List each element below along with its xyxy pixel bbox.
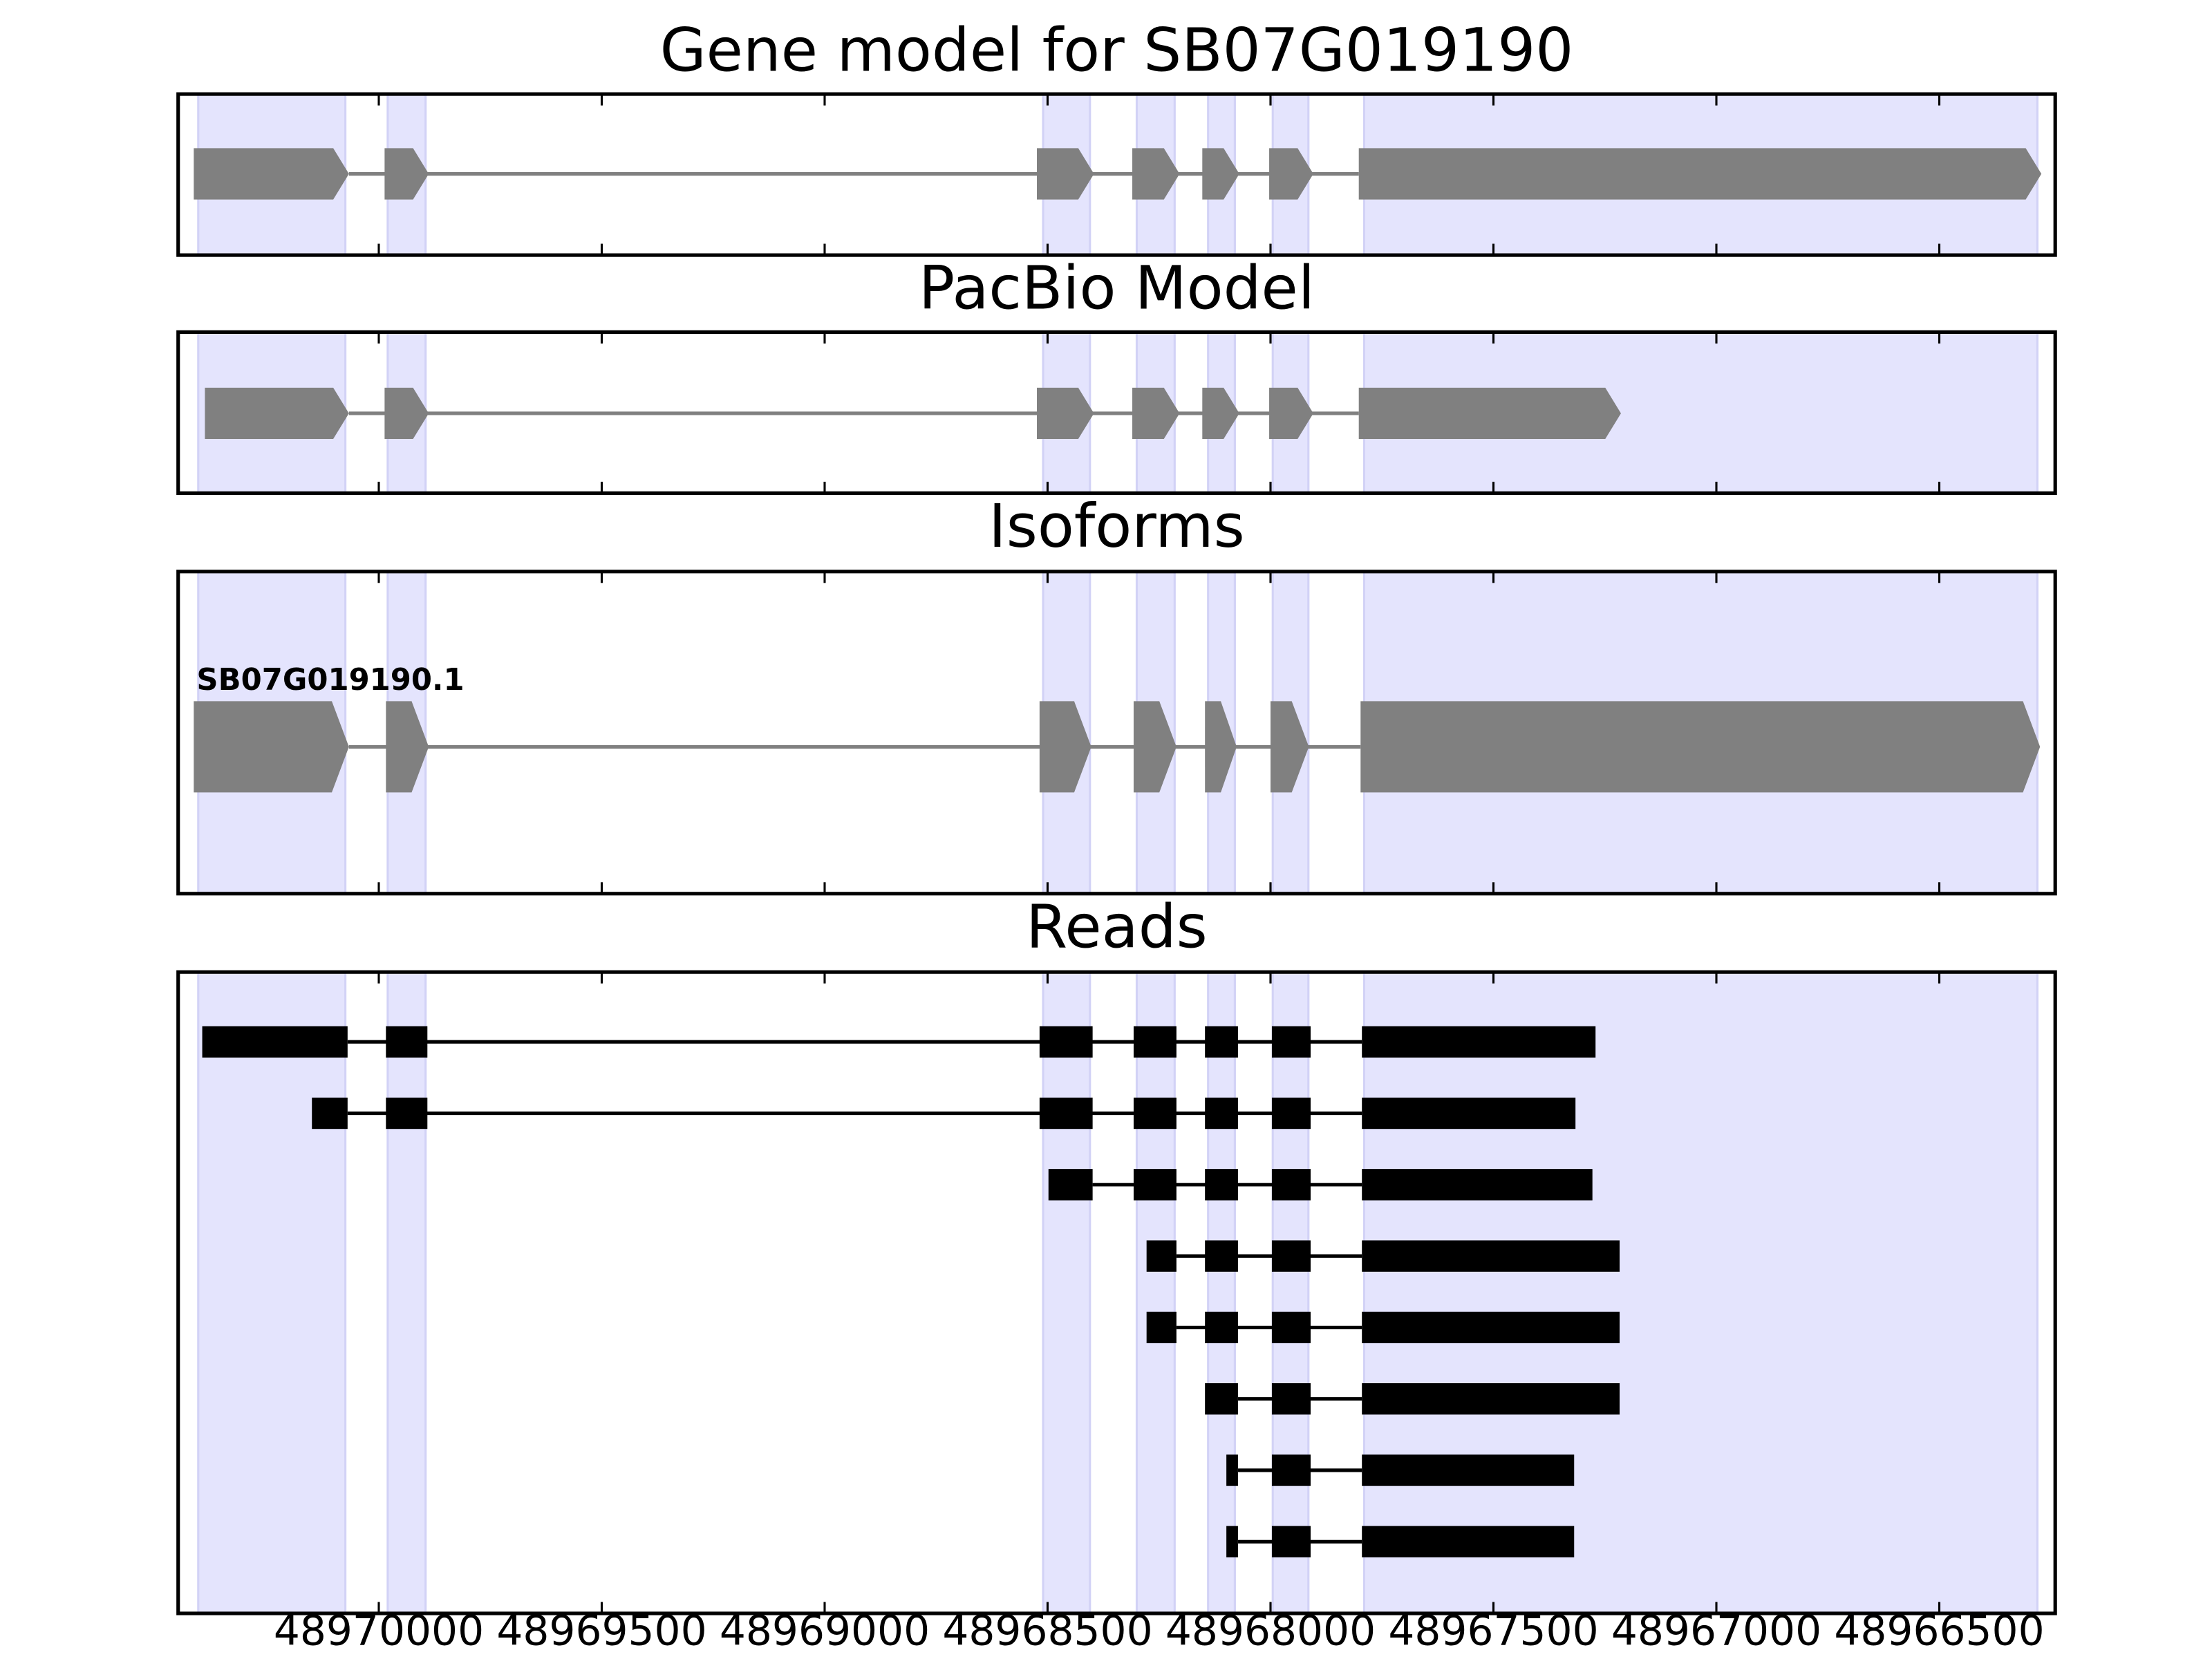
panel-frame	[176, 330, 2057, 495]
exon-feature	[386, 701, 429, 793]
read-block	[386, 1097, 428, 1130]
read-block	[1133, 1097, 1177, 1130]
exon-feature	[1202, 148, 1239, 200]
read-block	[1271, 1383, 1311, 1415]
read-block	[1039, 1026, 1093, 1058]
panel-frame	[176, 970, 2057, 1615]
exon-region	[386, 971, 427, 1615]
exon-region	[1042, 971, 1091, 1615]
read-block	[1205, 1026, 1238, 1058]
exon-feature	[1039, 701, 1091, 793]
read-block	[1362, 1097, 1576, 1130]
read-block	[1205, 1097, 1238, 1130]
read-block	[1271, 1240, 1311, 1272]
read-block	[1205, 1169, 1238, 1201]
read-block	[1362, 1311, 1620, 1344]
exon-feature	[205, 387, 349, 440]
read-block	[1048, 1169, 1093, 1201]
exon-region	[1207, 971, 1236, 1615]
exon-feature	[1358, 148, 2042, 200]
exon-feature	[384, 148, 429, 200]
exon-region	[1362, 971, 2038, 1615]
read-block	[386, 1026, 428, 1058]
read-block	[312, 1097, 348, 1130]
exon-feature	[1133, 701, 1177, 793]
exon-feature	[1037, 387, 1094, 440]
read-block	[1271, 1026, 1311, 1058]
read-block	[1205, 1240, 1238, 1272]
x-tick-label: 48969000	[720, 1607, 930, 1655]
x-tick-label: 48967500	[1388, 1607, 1598, 1655]
panel-title: PacBio Model	[919, 254, 1315, 324]
isoform-label: SB07G019190.1	[196, 663, 464, 697]
exon-feature	[194, 701, 349, 793]
read-block	[1226, 1454, 1238, 1486]
read-block	[1271, 1311, 1311, 1344]
read-block	[1271, 1454, 1311, 1486]
exon-feature	[384, 387, 429, 440]
x-tick-label: 48968500	[942, 1607, 1152, 1655]
exon-feature	[1132, 387, 1180, 440]
x-tick-label: 48967000	[1611, 1607, 1821, 1655]
read-block	[1362, 1383, 1620, 1415]
read-block	[1146, 1311, 1177, 1344]
read-block	[1205, 1311, 1238, 1344]
read-block	[1133, 1026, 1177, 1058]
panel-frame	[176, 92, 2057, 257]
panel-frame	[176, 570, 2057, 896]
panel-title: Reads	[1026, 892, 1208, 962]
exon-feature	[1202, 387, 1239, 440]
read-block	[1039, 1097, 1093, 1130]
read-block	[1226, 1526, 1238, 1557]
read-block	[1271, 1526, 1311, 1557]
read-block	[1271, 1169, 1311, 1201]
exon-feature	[1360, 701, 2041, 793]
read-block	[1271, 1097, 1311, 1130]
panel-title: Isoforms	[988, 492, 1245, 561]
read-block	[1133, 1169, 1177, 1201]
panel-title: Gene model for SB07G019190	[660, 16, 1574, 85]
exon-region	[1271, 971, 1310, 1615]
read-block	[1146, 1240, 1177, 1272]
x-tick-label: 48966500	[1834, 1607, 2044, 1655]
exon-feature	[1358, 387, 1621, 440]
read-block	[1362, 1454, 1575, 1486]
x-tick-label: 48970000	[274, 1607, 484, 1655]
read-block	[1205, 1383, 1238, 1415]
exon-feature	[1037, 148, 1094, 200]
read-block	[1362, 1026, 1596, 1058]
x-tick-label: 48968000	[1165, 1607, 1376, 1655]
exon-region	[1135, 971, 1176, 1615]
exon-feature	[194, 148, 349, 200]
exon-feature	[1270, 701, 1309, 793]
read-block	[1362, 1526, 1575, 1557]
exon-feature	[1269, 148, 1313, 200]
read-block	[1362, 1169, 1593, 1201]
exon-region	[197, 971, 347, 1615]
exon-feature	[1132, 148, 1180, 200]
x-tick-label: 48969500	[496, 1607, 706, 1655]
read-block	[202, 1026, 348, 1058]
exon-feature	[1269, 387, 1313, 440]
read-block	[1362, 1240, 1620, 1272]
